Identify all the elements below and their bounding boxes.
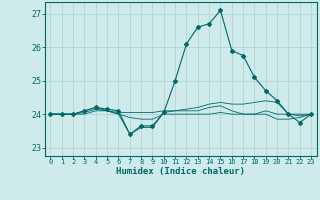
X-axis label: Humidex (Indice chaleur): Humidex (Indice chaleur): [116, 167, 245, 176]
